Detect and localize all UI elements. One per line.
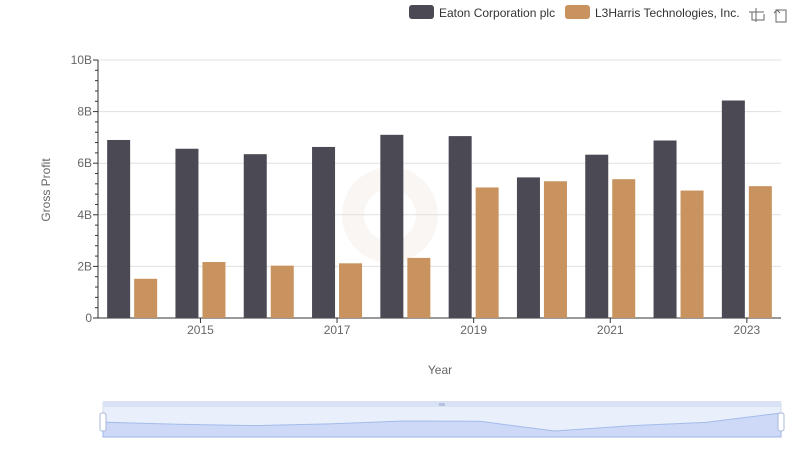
bar-eaton [175,148,199,318]
bar-l3harris [339,263,363,318]
bar-l3harris [612,179,636,318]
y-tick-label: 4B [77,208,92,222]
y-tick-label: 6B [77,156,92,170]
bar-l3harris [407,257,431,318]
bar-l3harris [680,190,704,318]
bar-l3harris [270,265,294,318]
data-zoom-slider[interactable] [99,401,785,438]
legend-swatch-l3harris[interactable] [565,5,590,19]
bar-l3harris [543,181,567,318]
bar-l3harris [748,186,772,318]
bar-eaton [312,146,336,318]
legend-label-l3harris[interactable]: L3Harris Technologies, Inc. [595,6,740,20]
x-tick-label: 2023 [733,323,760,337]
data-zoom-handle-right[interactable] [777,412,785,432]
bar-eaton [721,100,745,318]
x-tick-label: 2015 [187,323,214,337]
x-axis-title: Year [428,363,452,377]
bar-eaton [516,177,540,318]
bar-eaton [585,154,609,318]
y-axis: 0 2B 4B 6B 8B 10B [71,53,99,325]
bar-eaton [448,136,472,318]
bar-eaton [107,139,131,318]
data-zoom-handle-left[interactable] [99,412,107,432]
x-tick-label: 2019 [460,323,487,337]
x-axis: 2015 2017 2019 2021 2023 [98,317,781,337]
legend: Eaton Corporation plc L3Harris Technolog… [409,5,740,20]
y-tick-label: 2B [77,259,92,273]
bar-l3harris [134,278,158,318]
bar-eaton [653,140,677,318]
bars [107,100,772,318]
bar-l3harris [202,262,226,318]
y-tick-label: 10B [71,53,92,67]
y-tick-label: 0 [85,311,92,325]
zoom-icon[interactable] [749,8,765,22]
bar-eaton [380,134,404,318]
legend-label-eaton[interactable]: Eaton Corporation plc [439,6,555,20]
restore-icon[interactable] [773,9,787,23]
grid-lines [98,59,781,267]
x-tick-label: 2017 [324,323,351,337]
data-zoom-grip-icon[interactable] [439,403,445,406]
x-tick-label: 2021 [597,323,624,337]
bar-eaton [243,154,267,318]
y-tick-label: 8B [77,105,92,119]
bar-l3harris [475,187,499,318]
y-axis-title: Gross Profit [39,158,53,222]
legend-swatch-eaton[interactable] [409,5,434,19]
